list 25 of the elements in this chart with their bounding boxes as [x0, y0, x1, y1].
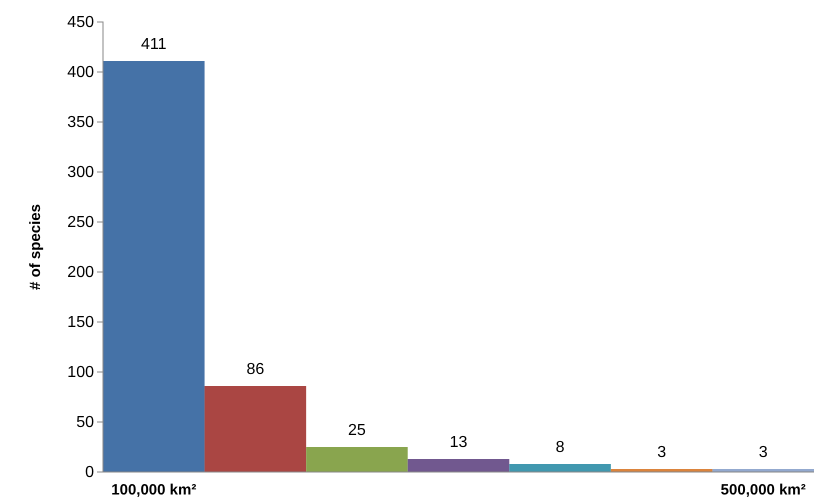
bar	[103, 61, 205, 472]
y-tick-label: 100	[67, 364, 94, 382]
data-label: 86	[246, 361, 264, 378]
y-tick-label: 450	[67, 14, 94, 32]
data-label: 411	[141, 36, 167, 53]
data-label: 3	[758, 444, 768, 461]
x-tick-label: 100,000 km²	[111, 482, 196, 498]
data-label: 13	[450, 434, 468, 451]
y-tick-label: 150	[67, 314, 94, 332]
y-tick-label: 0	[85, 464, 94, 482]
bar	[509, 464, 611, 472]
bar	[204, 386, 306, 472]
y-axis-title: # of species	[27, 204, 44, 290]
y-tick-label: 350	[67, 114, 94, 132]
data-label: 3	[657, 444, 666, 461]
bar	[306, 447, 408, 472]
bar	[408, 459, 510, 472]
data-label: 8	[556, 439, 565, 456]
y-tick-label: 250	[67, 214, 94, 232]
y-tick-label: 50	[76, 414, 94, 432]
x-tick-label: 500,000 km²	[720, 482, 806, 498]
y-tick-label: 300	[67, 164, 94, 182]
y-tick-label: 400	[67, 64, 94, 82]
data-label: 25	[348, 422, 366, 439]
y-tick-label: 200	[67, 264, 94, 282]
